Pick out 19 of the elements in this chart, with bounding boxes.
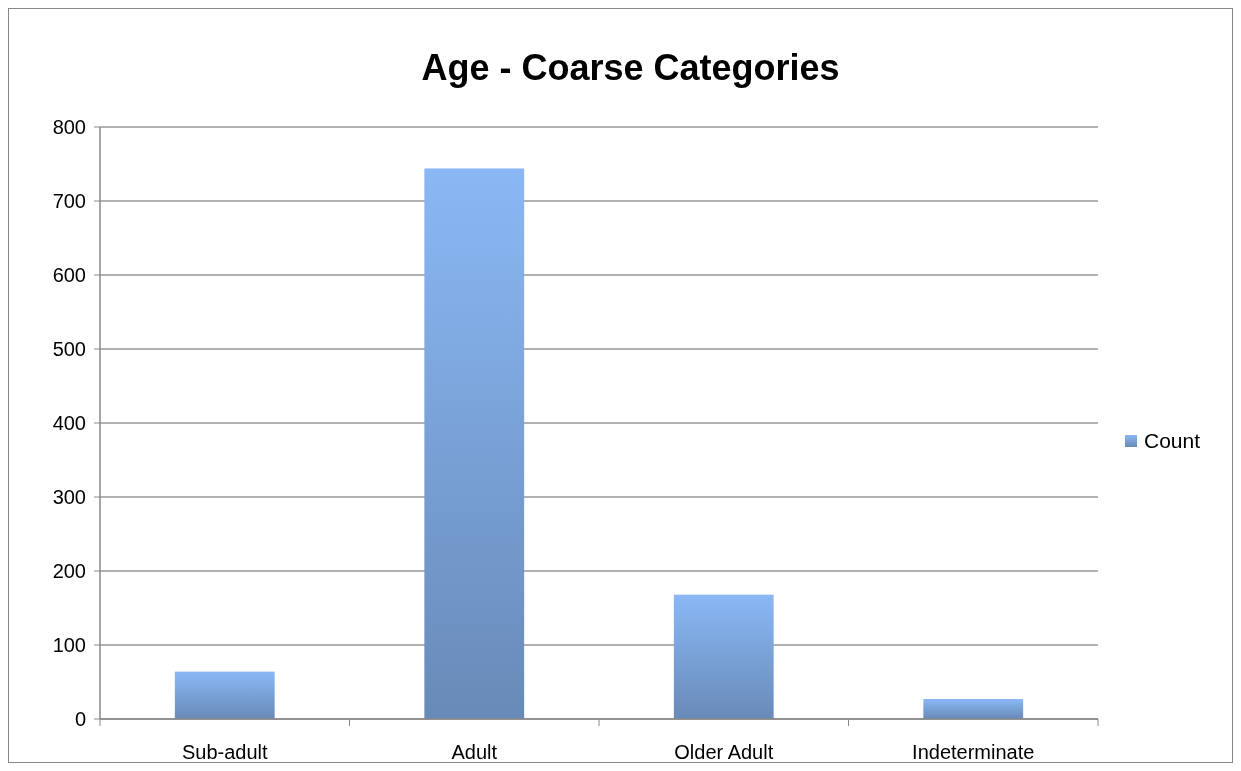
bar bbox=[673, 594, 774, 719]
legend-label: Count bbox=[1144, 429, 1201, 453]
x-tick-label: Sub-adult bbox=[181, 741, 268, 763]
x-tick-label: Adult bbox=[451, 741, 498, 763]
chart-title: Age - Coarse Categories bbox=[421, 47, 840, 88]
bar bbox=[923, 699, 1024, 719]
y-tick-label: 800 bbox=[52, 116, 86, 138]
bar bbox=[424, 168, 525, 719]
bar bbox=[174, 671, 275, 719]
y-tick-label: 500 bbox=[52, 338, 86, 360]
x-tick-label: Older Adult bbox=[674, 741, 774, 763]
x-tick-label: Indeterminate bbox=[912, 741, 1035, 763]
y-tick-label: 100 bbox=[52, 634, 86, 656]
y-tick-label: 300 bbox=[52, 486, 86, 508]
y-tick-label: 200 bbox=[52, 560, 86, 582]
y-tick-label: 700 bbox=[52, 190, 86, 212]
y-tick-label: 600 bbox=[52, 264, 86, 286]
y-tick-label: 400 bbox=[52, 412, 86, 434]
y-tick-label: 0 bbox=[74, 708, 86, 730]
